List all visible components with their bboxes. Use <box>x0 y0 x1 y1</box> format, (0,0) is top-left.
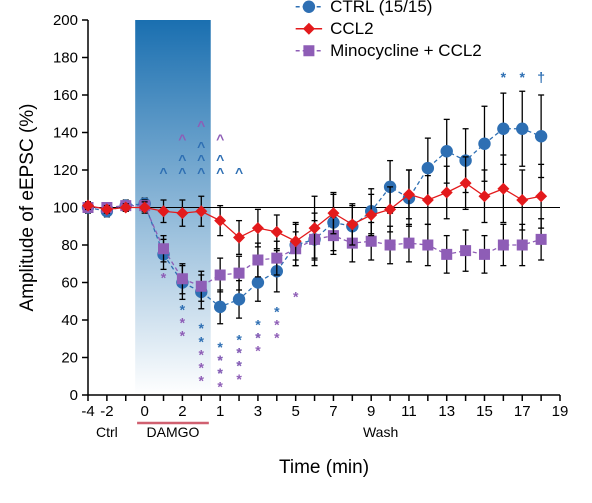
y-tick-label: 0 <box>70 387 78 404</box>
significance-mark: * <box>217 378 223 394</box>
y-tick-label: 200 <box>53 12 78 29</box>
significance-dagger: † <box>537 69 545 85</box>
chart-container: 020406080100120140160180200Amplitude of … <box>0 0 592 503</box>
phase-label: Ctrl <box>96 424 118 440</box>
x-tick-label: 17 <box>514 403 531 420</box>
x-tick-label: 15 <box>476 403 493 420</box>
legend-label: CTRL (15/15) <box>330 0 432 16</box>
y-tick-label: 140 <box>53 125 78 142</box>
x-tick-label: 19 <box>552 403 569 420</box>
y-tick-label: 100 <box>53 200 78 217</box>
y-tick-label: 60 <box>61 275 78 292</box>
legend-label: CCL2 <box>330 19 373 38</box>
significance-mark: ^ <box>178 151 186 167</box>
chart-svg: 020406080100120140160180200Amplitude of … <box>0 0 592 503</box>
significance-mark: ^ <box>197 138 205 154</box>
significance-mark: * <box>161 270 167 286</box>
y-tick-label: 20 <box>61 350 78 367</box>
significance-mark: * <box>180 328 186 344</box>
y-tick-label: 160 <box>53 87 78 104</box>
legend-label: Minocycline + CCL2 <box>330 41 482 60</box>
phase-label: Wash <box>363 424 398 440</box>
y-tick-label: 40 <box>61 312 78 329</box>
significance-mark: ^ <box>216 131 224 147</box>
x-tick-label: 1 <box>216 403 224 420</box>
x-tick-label: 9 <box>367 403 375 420</box>
significance-mark: ^ <box>216 151 224 167</box>
significance-mark: * <box>255 343 261 359</box>
x-tick-label: -4 <box>81 403 94 420</box>
significance-mark: ^ <box>178 131 186 147</box>
x-axis-title: Time (min) <box>279 457 369 478</box>
y-tick-label: 120 <box>53 162 78 179</box>
significance-mark: * <box>199 373 205 389</box>
y-tick-label: 80 <box>61 237 78 254</box>
phase-label: DAMGO <box>147 424 200 440</box>
x-tick-label: -2 <box>100 403 113 420</box>
y-tick-label: 180 <box>53 50 78 67</box>
x-tick-label: 2 <box>178 403 186 420</box>
x-tick-label: 13 <box>438 403 455 420</box>
significance-mark: * <box>501 69 507 85</box>
x-tick-label: 3 <box>254 403 262 420</box>
x-tick-label: 11 <box>401 403 417 420</box>
significance-mark: * <box>293 288 299 304</box>
significance-mark: ^ <box>197 118 205 134</box>
x-tick-label: 0 <box>140 403 148 420</box>
significance-mark: ^ <box>159 165 167 181</box>
significance-mark: * <box>520 69 526 85</box>
y-axis-title: Amplitude of eEPSC (%) <box>17 103 38 311</box>
x-tick-label: 5 <box>292 403 300 420</box>
significance-mark: ^ <box>235 165 243 181</box>
x-tick-label: 7 <box>329 403 337 420</box>
significance-mark: * <box>236 371 242 387</box>
significance-mark: * <box>274 330 280 346</box>
